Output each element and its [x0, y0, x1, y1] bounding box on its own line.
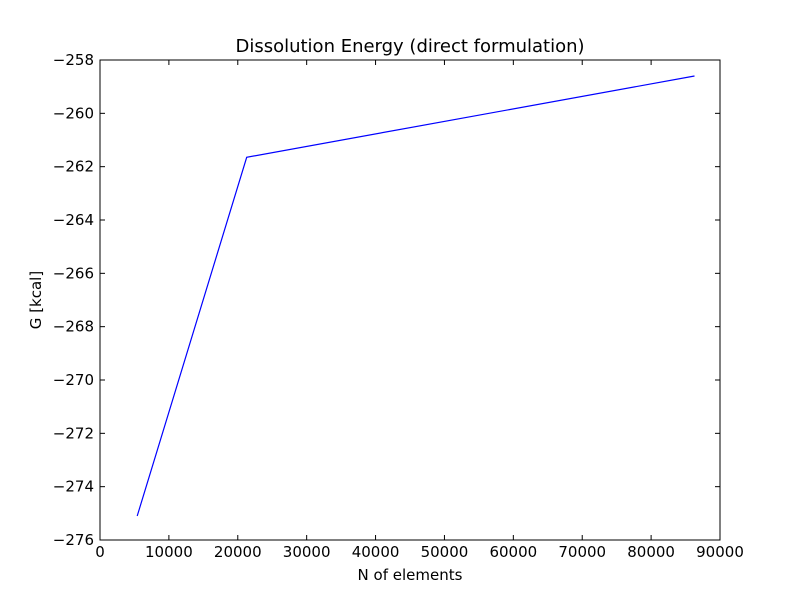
- x-tick-label: 10000: [145, 543, 193, 561]
- x-tick-label: 50000: [421, 543, 469, 561]
- x-tick-label: 0: [95, 543, 105, 561]
- y-tick-label: −274: [53, 478, 94, 496]
- y-tick-label: −258: [53, 51, 94, 69]
- y-tick-label: −264: [53, 211, 94, 229]
- series-layer: [136, 75, 695, 517]
- x-tick-label: 70000: [558, 543, 606, 561]
- x-axis-label: N of elements: [358, 566, 463, 584]
- y-tick-label: −266: [53, 264, 94, 282]
- axis-ticks: 0 10000 20000 30000 40000 50000 60000 70000 8000…: [53, 51, 744, 561]
- y-tick-label: −276: [53, 531, 94, 549]
- y-tick-label: −272: [53, 424, 94, 442]
- x-tick-label: 80000: [627, 543, 675, 561]
- y-tick-label: −262: [53, 158, 94, 176]
- x-tick-label: 60000: [489, 543, 537, 561]
- y-tick-label: −268: [53, 318, 94, 336]
- x-tick-label: 40000: [352, 543, 400, 561]
- y-axis-label: G [kcal]: [27, 271, 45, 329]
- series-line: [136, 75, 695, 517]
- chart-title: Dissolution Energy (direct formulation): [235, 36, 584, 57]
- plot-frame: [99, 59, 721, 541]
- x-tick-label: 90000: [696, 543, 744, 561]
- plot-area: [100, 60, 720, 540]
- y-tick-label: −260: [53, 104, 94, 122]
- y-tick-label: −270: [53, 371, 94, 389]
- x-tick-label: 20000: [214, 543, 262, 561]
- x-tick-label: 30000: [283, 543, 331, 561]
